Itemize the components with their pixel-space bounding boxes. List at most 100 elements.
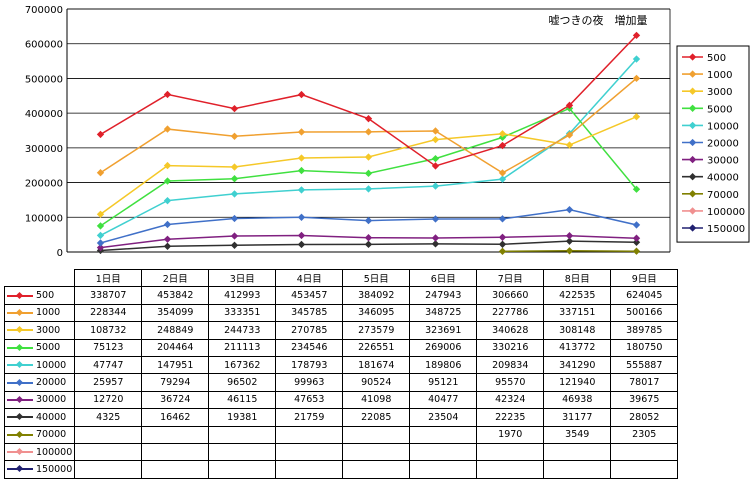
table-row: 500 338707 453842 412993 453457 384092 247943 3… <box>3 286 679 305</box>
series-key-icon <box>7 326 33 334</box>
category-label: 1日目 <box>74 268 143 288</box>
data-value: 228344 <box>74 303 143 323</box>
data-point <box>96 130 105 139</box>
y-tick-label: 200000 <box>25 179 63 190</box>
data-value: 22085 <box>342 408 411 427</box>
legend-key-marker <box>688 190 697 198</box>
data-value <box>342 425 411 444</box>
data-point <box>297 128 306 136</box>
data-point <box>96 169 105 177</box>
legend-label: 3000 <box>707 87 732 98</box>
data-point <box>364 234 373 242</box>
data-point <box>632 247 641 255</box>
data-value <box>208 442 277 462</box>
data-point <box>498 215 507 223</box>
data-point <box>364 169 373 178</box>
data-value: 227786 <box>476 303 545 323</box>
data-point <box>632 74 641 83</box>
row-series-label: 20000 <box>3 373 76 392</box>
series-key-icon <box>7 431 33 439</box>
data-value <box>141 442 210 462</box>
data-point <box>163 220 172 229</box>
data-point <box>498 240 507 248</box>
row-series-label: 1000 <box>3 303 76 323</box>
data-point <box>230 190 239 198</box>
data-point <box>297 231 306 240</box>
series-key-icon <box>7 448 33 456</box>
series-lines <box>96 31 641 255</box>
data-value: 555887 <box>610 355 679 375</box>
data-value <box>476 460 545 479</box>
table-row: 100000 <box>3 442 679 462</box>
data-point <box>297 186 306 194</box>
series-key-icon <box>7 309 33 317</box>
data-point <box>364 185 373 193</box>
data-value: 23504 <box>409 408 478 427</box>
data-value: 180750 <box>610 338 679 357</box>
data-table: 1日目 2日目 3日目 4日目 5日目 6日目 7日目 8日目 9日目 500 338707 453… <box>3 268 679 479</box>
data-value: 2305 <box>610 425 679 444</box>
data-point <box>96 243 105 252</box>
data-point <box>163 196 172 205</box>
legend-box <box>676 45 750 243</box>
data-value: 330216 <box>476 338 545 357</box>
data-point <box>230 214 239 223</box>
data-value: 270785 <box>275 321 344 340</box>
data-value: 346095 <box>342 303 411 323</box>
data-point <box>565 205 574 214</box>
y-tick-label: 600000 <box>25 40 63 51</box>
series-key-icon <box>7 344 33 352</box>
data-point <box>230 132 239 140</box>
legend-label: 100000 <box>707 207 745 218</box>
data-value: 204464 <box>141 338 210 357</box>
data-value: 99963 <box>275 373 344 392</box>
y-tick-label: 700000 <box>25 5 63 16</box>
table-row: 10000 47747 147951 167362 178793 181674 189806… <box>3 355 679 375</box>
data-point <box>230 163 239 171</box>
series-key-icon <box>7 292 33 300</box>
legend-key-marker <box>688 104 697 112</box>
data-value: 28052 <box>610 408 679 427</box>
data-point <box>96 239 105 247</box>
y-tick-label: 0 <box>57 248 63 259</box>
legend-label: 30000 <box>707 156 739 167</box>
data-point <box>498 247 507 255</box>
data-point <box>364 216 373 225</box>
data-value: 41098 <box>342 390 411 410</box>
data-point <box>632 238 641 246</box>
series-name: 40000 <box>36 411 67 423</box>
data-value <box>543 460 612 479</box>
data-point <box>431 135 440 144</box>
data-point <box>364 240 373 249</box>
data-value: 338707 <box>74 286 143 305</box>
data-point <box>230 232 239 240</box>
data-value: 31177 <box>543 408 612 427</box>
data-point <box>297 90 306 99</box>
series-key-icon <box>7 396 33 404</box>
data-value: 78017 <box>610 373 679 392</box>
data-point <box>431 127 440 135</box>
series-name: 500 <box>36 290 55 302</box>
series-key-icon <box>7 413 33 421</box>
data-value: 181674 <box>342 355 411 375</box>
data-point <box>297 166 306 175</box>
data-value: 244733 <box>208 321 277 340</box>
data-value <box>610 460 679 479</box>
data-value <box>610 442 679 462</box>
data-value <box>141 460 210 479</box>
data-point <box>230 241 239 249</box>
table-row: 20000 25957 79294 96502 99963 90524 95121 95570… <box>3 373 679 392</box>
data-point <box>431 234 440 242</box>
series-key-icon <box>7 361 33 369</box>
data-value: 348725 <box>409 303 478 323</box>
data-point <box>163 177 172 185</box>
data-value: 422535 <box>543 286 612 305</box>
category-label: 9日目 <box>610 268 679 288</box>
data-value <box>476 442 545 462</box>
data-point <box>163 125 172 133</box>
data-value <box>342 442 411 462</box>
data-value: 46938 <box>543 390 612 410</box>
series-name: 3000 <box>36 324 61 336</box>
data-point <box>498 233 507 241</box>
legend-key-marker <box>688 155 697 164</box>
